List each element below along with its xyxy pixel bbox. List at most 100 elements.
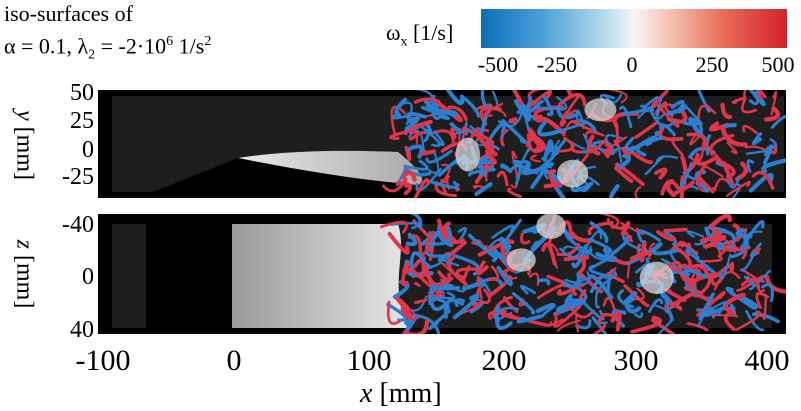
vortex-tube: [588, 264, 615, 279]
vortex-tube: [770, 114, 786, 129]
vortex-tube: [476, 260, 489, 276]
vortex-tube: [483, 102, 504, 117]
vortex-tube: [639, 241, 647, 263]
vortex-tube: [472, 287, 482, 308]
x-tick: 200: [481, 344, 527, 377]
vortex-tube: [608, 184, 620, 198]
vortex-tube: [491, 224, 515, 239]
top-panel-ylabel: y [mm]: [11, 110, 38, 180]
vortex-tube: [403, 159, 429, 171]
vortex-tube: [507, 187, 522, 198]
vortex-tube: [475, 127, 490, 133]
colorbar-tick: -250: [536, 52, 578, 77]
vortex-tube: [459, 94, 481, 118]
vortex-tube: [487, 265, 500, 281]
vortex-tube: [409, 214, 423, 229]
vortex-tube: [710, 313, 739, 318]
vortex-tube: [592, 322, 607, 334]
vortex-tube: [654, 167, 668, 180]
vortex-tube: [683, 121, 698, 126]
vortex-tube: [520, 232, 531, 245]
vortex-tube: [743, 90, 747, 98]
vortex-tube: [556, 282, 586, 296]
vortex-tube: [741, 97, 757, 114]
vortex-tube: [525, 136, 542, 148]
vortex-tube: [556, 298, 584, 313]
vortex-tube: [552, 304, 582, 328]
vortex-tube: [499, 236, 512, 250]
vortex-tube: [617, 144, 623, 164]
colorbar-tick: 0: [626, 52, 638, 77]
vortex-tube: [731, 96, 747, 104]
vortex-tube: [593, 267, 617, 281]
vortex-tube: [676, 185, 699, 191]
vortex-tube: [467, 233, 498, 259]
vortex-tube: [404, 145, 412, 162]
vortex-tube: [652, 242, 682, 256]
vortex-tube: [521, 103, 530, 130]
vortex-tube: [761, 158, 786, 174]
vortex-tube: [525, 90, 552, 110]
vortex-tube: [581, 133, 590, 154]
vortex-tube: [680, 155, 689, 177]
vortex-tube: [536, 283, 564, 300]
vortex-tube: [634, 312, 643, 319]
colorbar: [481, 9, 787, 48]
y-tick: 0: [82, 137, 94, 163]
vortex-tube: [742, 219, 765, 245]
vortex-tube: [693, 121, 704, 135]
vortex-tube: [420, 105, 450, 121]
vortex-tube: [636, 229, 662, 243]
vortex-tube: [663, 296, 674, 319]
vortex-tube: [555, 95, 568, 111]
vortex-tube: [697, 275, 712, 296]
vortex-tube: [403, 170, 417, 182]
vortex-tube: [537, 278, 551, 286]
vortex-tube: [587, 138, 608, 153]
vortex-tube: [720, 126, 748, 147]
vortex-tube: [395, 296, 414, 321]
vortex-core: [639, 261, 674, 294]
figure-title-line1: iso-surfaces of: [4, 1, 133, 26]
vortex-tube: [568, 286, 588, 303]
vortex-tube: [402, 260, 415, 275]
vortex-tube: [497, 106, 525, 128]
vortex-tube: [566, 93, 582, 116]
vortex-tube: [558, 247, 581, 258]
vortex-tube: [619, 105, 633, 129]
vortex-tube: [430, 283, 461, 291]
vortex-tube: [488, 122, 506, 140]
vortex-tube: [558, 136, 575, 153]
vortex-tube: [670, 180, 696, 197]
vortex-tube: [591, 316, 608, 334]
vortex-core: [536, 214, 566, 239]
vortex-tube: [504, 270, 518, 280]
vortex-tube: [757, 90, 767, 100]
vortex-tube: [761, 282, 774, 303]
colorbar-tick: 250: [695, 52, 729, 77]
vortex-tube: [656, 95, 665, 120]
vortex-tube: [575, 109, 584, 122]
vortex-tube: [728, 261, 735, 272]
vortex-tube: [440, 178, 448, 195]
vortex-tube: [623, 284, 650, 308]
y-tick: 25: [70, 108, 94, 134]
wedge-topview: [146, 224, 232, 328]
vortex-tube: [527, 90, 542, 105]
top-panel-xy: [98, 90, 786, 198]
vortex-tube: [660, 258, 683, 271]
colorbar-tick: -500: [477, 52, 519, 77]
vortex-tube: [387, 231, 410, 255]
vortex-tube: [660, 179, 680, 196]
vortex-tube: [408, 129, 425, 152]
vortex-tube: [462, 264, 471, 282]
vortex-tube: [452, 293, 480, 320]
bottom-panel-zlabel: z [mm]: [11, 239, 38, 309]
vortex-tube: [587, 134, 601, 156]
vortex-tube: [687, 263, 709, 276]
figure-title-line2: α = 0.1, λ2 = -2·106 1/s2: [4, 33, 212, 63]
vortex-tube: [717, 242, 735, 251]
vortex-tube: [762, 144, 774, 165]
vortex-tube: [743, 230, 763, 249]
vortex-tube: [541, 305, 555, 318]
